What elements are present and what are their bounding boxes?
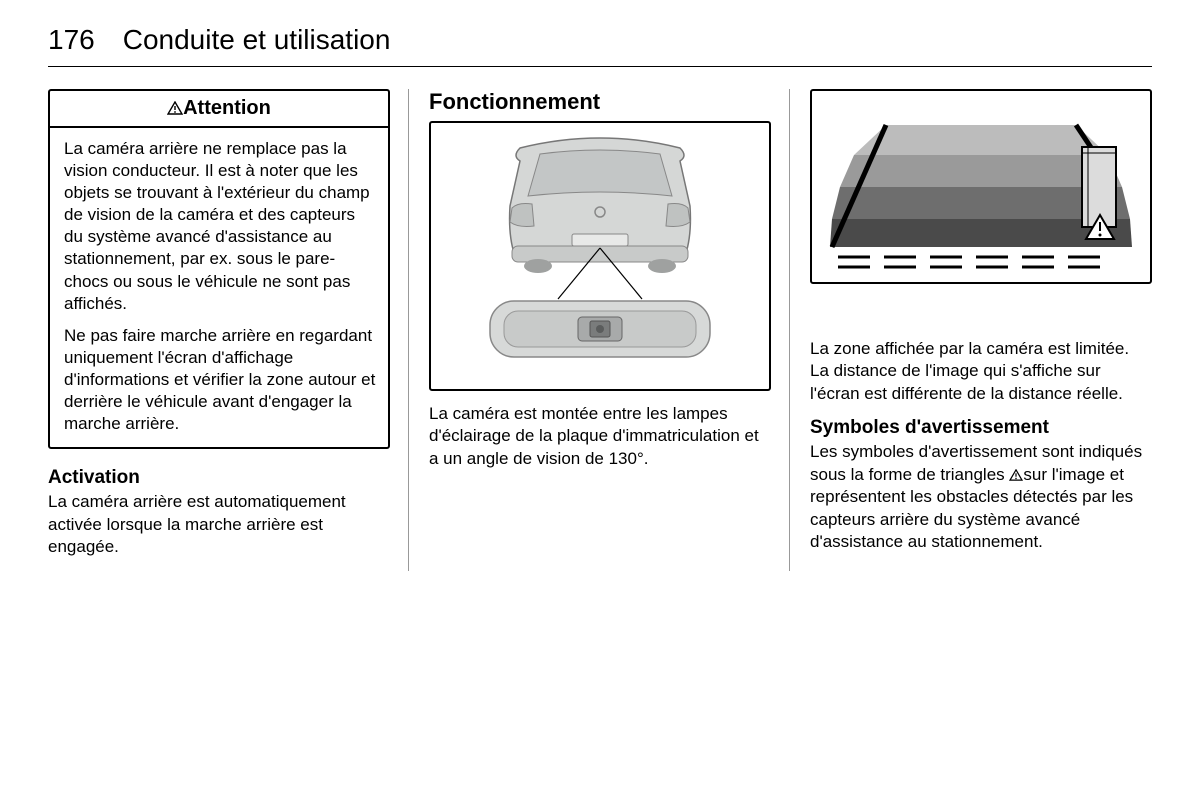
- car-rear-illustration: [450, 131, 750, 381]
- activation-text: La caméra arrière est automatiquement ac…: [48, 491, 390, 558]
- page-number: 176: [48, 24, 95, 56]
- attention-body: La caméra arrière ne remplace pas la vis…: [50, 128, 388, 447]
- activation-heading: Activation: [48, 467, 390, 489]
- warning-symbols-text: Les symboles d'avertissement sont indiqu…: [810, 441, 1152, 553]
- figure-caption-zone: La zone affichée par la caméra est limit…: [810, 338, 1152, 405]
- fonctionnement-heading: Fonctionnement: [429, 89, 771, 115]
- attention-title: Attention: [183, 97, 271, 119]
- chapter-title: Conduite et utilisation: [123, 24, 391, 56]
- content-columns: Attention La caméra arrière ne remplace …: [48, 89, 1152, 571]
- page-header: 176 Conduite et utilisation: [48, 24, 1152, 67]
- column-2: Fonctionnement: [429, 89, 790, 571]
- attention-paragraph-1: La caméra arrière ne remplace pas la vis…: [64, 138, 376, 315]
- figure-caption-camera: La caméra est montée entre les lampes d'…: [429, 403, 771, 470]
- warning-triangle-icon: [167, 101, 183, 115]
- camera-zone-illustration: [826, 97, 1136, 277]
- warning-triangle-icon-inline: [1009, 469, 1023, 481]
- attention-box: Attention La caméra arrière ne remplace …: [48, 89, 390, 449]
- figure-car-rear: [429, 121, 771, 391]
- warning-symbols-heading: Symboles d'avertissement: [810, 417, 1152, 439]
- figure-camera-zone: [810, 89, 1152, 284]
- column-1: Attention La caméra arrière ne remplace …: [48, 89, 409, 571]
- column-3: La zone affichée par la caméra est limit…: [810, 89, 1152, 571]
- attention-header: Attention: [50, 91, 388, 128]
- attention-paragraph-2: Ne pas faire marche arrière en regardant…: [64, 325, 376, 435]
